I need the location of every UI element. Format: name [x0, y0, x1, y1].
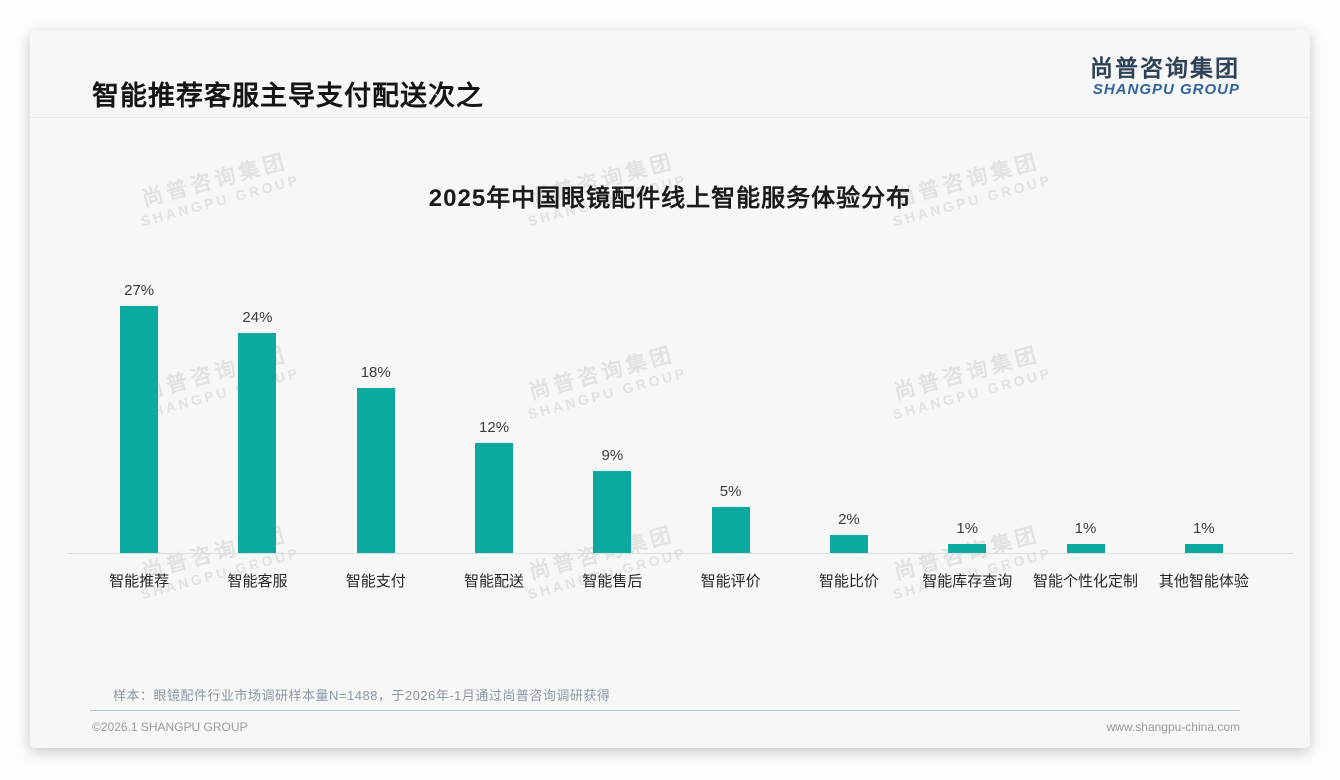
bar-value-label: 27% [124, 281, 155, 299]
bar-value-label: 2% [838, 510, 860, 528]
category-label: 其他智能体验 [1158, 573, 1249, 590]
bar [356, 388, 395, 553]
bar-column: 18% [317, 364, 435, 553]
bar-column: 5% [671, 483, 789, 553]
category-label: 智能推荐 [109, 573, 170, 590]
bar-value-label: 1% [1074, 519, 1097, 537]
chart-title: 2025年中国眼镜配件线上智能服务体验分布 [428, 185, 912, 212]
category-label: 智能售后 [582, 573, 643, 590]
company-logo: 尚普咨询集团 SHANGPU GROUP [1090, 55, 1240, 99]
bar-value-label: 24% [242, 309, 273, 327]
footer-website: www.shangpu-china.com [1106, 720, 1240, 734]
bar-column: 27% [80, 282, 198, 553]
x-axis-line [68, 553, 1293, 554]
bar-column: 1% [1026, 520, 1144, 553]
category-label: 智能客服 [227, 573, 288, 590]
bar-value-label: 18% [360, 364, 391, 382]
bar-value-label: 9% [601, 446, 624, 464]
bar-value-label: 1% [1192, 519, 1215, 537]
bar [711, 507, 750, 553]
footer-divider [90, 710, 1240, 711]
bar-value-label: 12% [479, 419, 510, 437]
header: 智能推荐客服主导支付配送次之 尚普咨询集团 SHANGPU GROUP [30, 30, 1310, 118]
category-label: 智能评价 [700, 573, 761, 590]
page-title: 智能推荐客服主导支付配送次之 [92, 81, 484, 111]
bars-row: 27% 24% 18% 12% 9% 5% 2% 1% 1% 1% [80, 282, 1263, 553]
bar-column: 1% [1145, 520, 1263, 553]
category-label: 智能支付 [345, 573, 406, 590]
bar-value-label: 1% [956, 519, 979, 537]
category-label: 智能个性化定制 [1033, 573, 1139, 590]
footer-copyright: ©2026.1 SHANGPU GROUP [92, 720, 248, 734]
bar [948, 543, 987, 553]
bar [593, 470, 632, 553]
category-label: 智能比价 [818, 573, 879, 590]
slide-card: 智能推荐客服主导支付配送次之 尚普咨询集团 SHANGPU GROUP 尚普咨询… [30, 30, 1310, 748]
bar [1184, 543, 1223, 553]
category-label: 智能库存查询 [922, 573, 1013, 590]
bar-column: 2% [790, 511, 908, 553]
bar-column: 12% [435, 419, 553, 553]
bar [475, 443, 514, 553]
bar-column: 1% [908, 520, 1026, 553]
bar [238, 333, 277, 553]
bar [120, 305, 159, 553]
logo-english-name: SHANGPU GROUP [1092, 81, 1240, 99]
sample-note: 样本：眼镜配件行业市场调研样本量N=1488，于2026年-1月通过尚普咨询调研… [113, 688, 611, 703]
bar [829, 534, 868, 553]
bar-value-label: 5% [719, 483, 742, 501]
category-labels-row: 智能推荐 智能客服 智能支付 智能配送 智能售后 智能评价 智能比价 智能库存查询 智能个性化定… [80, 554, 1263, 591]
logo-chinese-name: 尚普咨询集团 [1090, 55, 1240, 81]
category-label: 智能配送 [464, 573, 525, 590]
bar [1066, 543, 1105, 553]
bar-column: 9% [553, 447, 671, 553]
bar-chart: 27% 24% 18% 12% 9% 5% 2% 1% 1% 1% 智能推荐 智能客服 智能支付 智能配… [68, 282, 1293, 591]
bar-column: 24% [198, 309, 316, 553]
